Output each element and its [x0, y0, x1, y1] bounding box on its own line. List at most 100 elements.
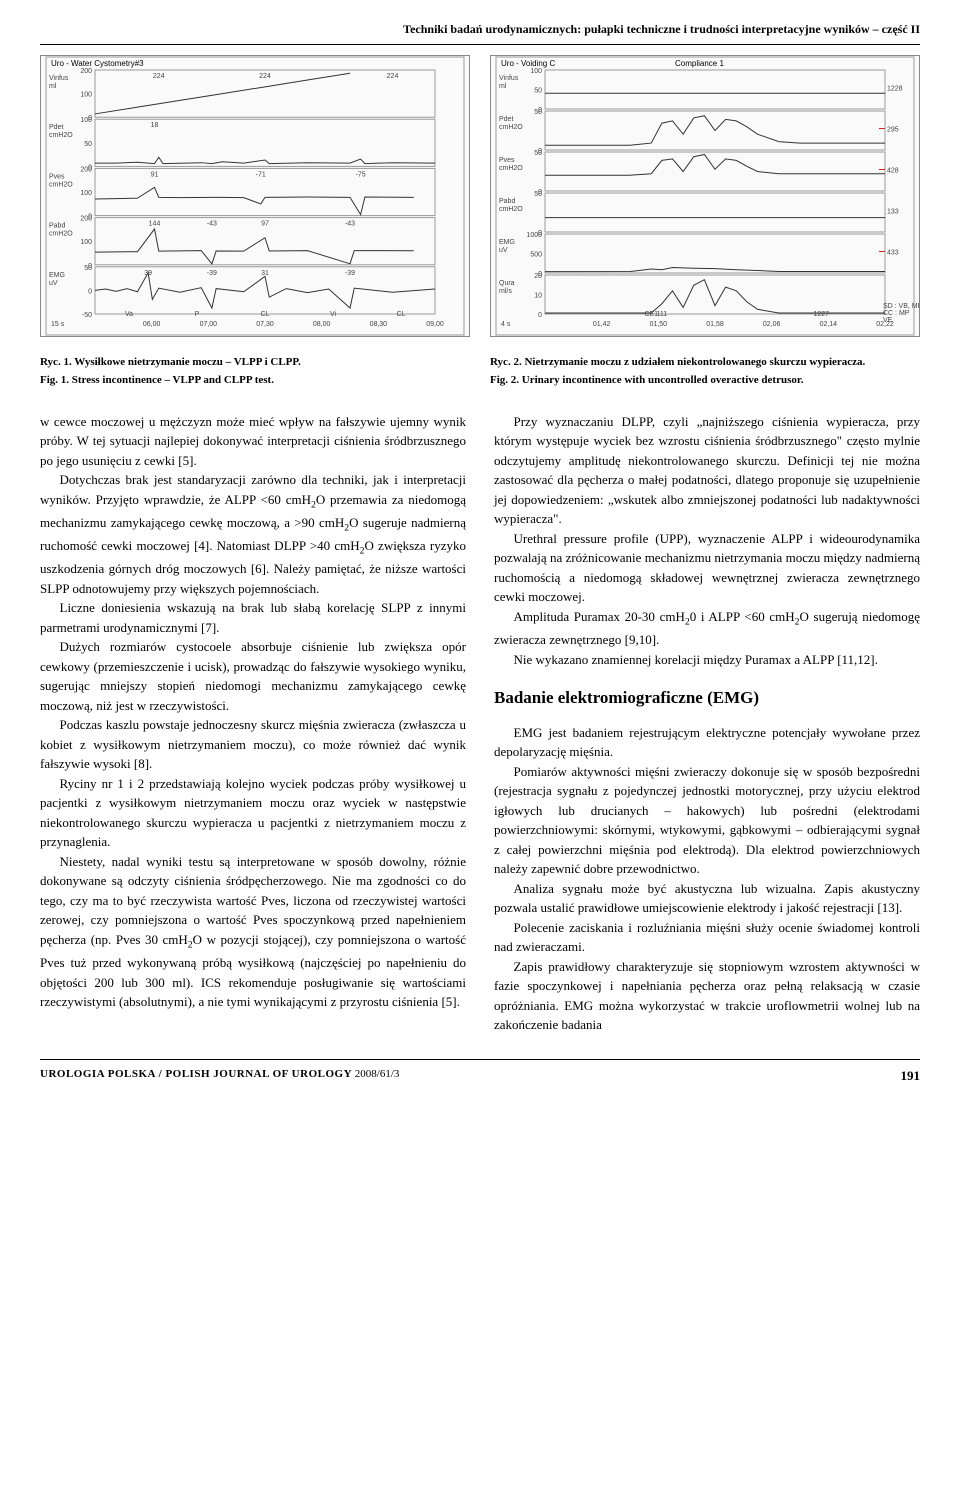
svg-text:97: 97: [261, 221, 269, 228]
svg-text:EMG: EMG: [49, 272, 65, 279]
para: Liczne doniesienia wskazują na brak lub …: [40, 598, 466, 637]
svg-text:02,14: 02,14: [820, 321, 838, 328]
svg-text:111: 111: [657, 311, 668, 318]
svg-text:-71: -71: [256, 171, 266, 178]
para: Ryciny nr 1 i 2 przedstawiają kolejno wy…: [40, 774, 466, 852]
para: Zapis prawidłowy charakteryzuje się stop…: [494, 957, 920, 1035]
svg-text:-39: -39: [345, 270, 355, 277]
svg-text:08,00: 08,00: [313, 321, 331, 328]
svg-text:-50: -50: [82, 312, 92, 319]
svg-text:Pabd: Pabd: [49, 223, 65, 230]
svg-text:CL: CL: [397, 311, 406, 318]
svg-text:cmH2O: cmH2O: [49, 181, 73, 188]
svg-text:Qura: Qura: [499, 280, 515, 287]
svg-text:50: 50: [84, 141, 92, 148]
svg-text:100: 100: [530, 68, 542, 75]
svg-text:-39: -39: [207, 270, 217, 277]
svg-text:433: 433: [887, 250, 899, 257]
svg-text:VE: VE: [883, 317, 893, 324]
svg-text:0: 0: [88, 288, 92, 295]
svg-text:-43: -43: [345, 221, 355, 228]
svg-text:09,00: 09,00: [426, 321, 444, 328]
figures-row: Uro - Water Cystometry#3Vinfusml01002002…: [40, 55, 920, 337]
fig2-fig: Fig. 2. Urinary incontinence with uncont…: [490, 374, 803, 386]
svg-text:08,30: 08,30: [370, 321, 388, 328]
para: Analiza sygnału może być akustyczna lub …: [494, 879, 920, 918]
svg-text:Pdet: Pdet: [499, 116, 513, 123]
svg-text:uV: uV: [499, 247, 508, 254]
svg-text:cmH2O: cmH2O: [499, 124, 523, 131]
caption-1: Ryc. 1. Wysiłkowe nietrzymanie moczu – V…: [40, 355, 470, 392]
svg-text:07,30: 07,30: [256, 321, 274, 328]
svg-text:Pabd: Pabd: [499, 198, 515, 205]
svg-text:100: 100: [80, 239, 92, 246]
para: EMG jest badaniem rejestrującym elektryc…: [494, 723, 920, 762]
svg-text:295: 295: [887, 127, 899, 134]
svg-text:Pdet: Pdet: [49, 124, 63, 131]
para: w cewce moczowej u mężczyzn może mieć wp…: [40, 412, 466, 471]
left-column: w cewce moczowej u mężczyzn może mieć wp…: [40, 412, 466, 1035]
svg-text:500: 500: [530, 252, 542, 259]
journal-name: UROLOGIA POLSKA / POLISH JOURNAL OF UROL…: [40, 1068, 352, 1080]
svg-text:Compliance 1: Compliance 1: [675, 59, 724, 68]
para: Podczas kaszlu powstaje jednoczesny skur…: [40, 715, 466, 774]
right-column: Przy wyznaczaniu DLPP, czyli „najniższeg…: [494, 412, 920, 1035]
svg-text:cmH2O: cmH2O: [49, 231, 73, 238]
svg-text:uV: uV: [49, 280, 58, 287]
para: Pomiarów aktywności mięśni zwieraczy dok…: [494, 762, 920, 879]
svg-text:428: 428: [887, 168, 899, 175]
svg-text:01,50: 01,50: [650, 321, 668, 328]
svg-text:-43: -43: [207, 221, 217, 228]
fig1-ryc: Ryc. 1. Wysiłkowe nietrzymanie moczu – V…: [40, 356, 301, 368]
svg-text:cmH2O: cmH2O: [49, 132, 73, 139]
chart-2-svg: Uro - Voiding CCompliance 1Vinfusml05010…: [491, 56, 919, 336]
svg-text:EMG: EMG: [499, 239, 515, 246]
svg-text:Uro - Water Cystometry#3: Uro - Water Cystometry#3: [51, 59, 144, 68]
svg-text:1227: 1227: [813, 311, 829, 318]
svg-text:144: 144: [149, 221, 161, 228]
para: Nie wykazano znamiennej korelacji między…: [494, 650, 920, 670]
svg-text:18: 18: [151, 122, 159, 129]
svg-text:1228: 1228: [887, 86, 903, 93]
svg-text:ml: ml: [499, 83, 507, 90]
page-footer: UROLOGIA POLSKA / POLISH JOURNAL OF UROL…: [40, 1059, 920, 1086]
svg-text:Vi: Vi: [330, 311, 337, 318]
fig2-ryc: Ryc. 2. Nietrzymanie moczu z udziałem ni…: [490, 356, 865, 368]
chart-1-svg: Uro - Water Cystometry#3 Vinfusml 0 100 200 2…: [41, 56, 469, 336]
svg-text:91: 91: [151, 171, 159, 178]
figure-1: Uro - Water Cystometry#3 Vinfusml 0 100 200 2…: [40, 55, 470, 337]
para: Amplituda Puramax 20-30 cmH20 i ALPP <60…: [494, 607, 920, 650]
svg-text:0: 0: [538, 312, 542, 319]
svg-text:4 s: 4 s: [501, 321, 511, 328]
svg-text:CC : MP: CC : MP: [883, 310, 910, 317]
svg-text:50: 50: [534, 88, 542, 95]
svg-text:01,42: 01,42: [593, 321, 611, 328]
running-header: Techniki badań urodynamicznych: pułapki …: [40, 20, 920, 45]
svg-text:Vinfus: Vinfus: [49, 75, 69, 82]
svg-text:39: 39: [144, 270, 152, 277]
svg-text:ml: ml: [49, 83, 57, 90]
svg-text:SD : VB, MP: SD : VB, MP: [883, 303, 919, 310]
caption-2: Ryc. 2. Nietrzymanie moczu z udziałem ni…: [490, 355, 920, 392]
svg-text:31: 31: [261, 270, 269, 277]
svg-text:01,58: 01,58: [706, 321, 724, 328]
svg-text:200: 200: [80, 216, 92, 223]
svg-text:15 s: 15 s: [51, 321, 65, 328]
svg-text:Pves: Pves: [49, 173, 65, 180]
para: Urethral pressure profile (UPP), wyznacz…: [494, 529, 920, 607]
captions-row: Ryc. 1. Wysiłkowe nietrzymanie moczu – V…: [40, 355, 920, 392]
svg-text:224: 224: [387, 73, 399, 80]
svg-text:CL: CL: [261, 311, 270, 318]
svg-text:1000: 1000: [526, 232, 542, 239]
svg-text:50: 50: [534, 150, 542, 157]
svg-text:cmH2O: cmH2O: [499, 165, 523, 172]
svg-text:Va: Va: [125, 311, 133, 318]
svg-text:133: 133: [887, 209, 899, 216]
svg-text:100: 100: [80, 117, 92, 124]
svg-text:10: 10: [534, 293, 542, 300]
journal-year: 2008/61/3: [352, 1068, 399, 1080]
svg-text:224: 224: [259, 73, 271, 80]
fig1-fig: Fig. 1. Stress incontinence – VLPP and C…: [40, 374, 274, 386]
page-number: 191: [901, 1066, 921, 1086]
svg-text:50: 50: [534, 191, 542, 198]
